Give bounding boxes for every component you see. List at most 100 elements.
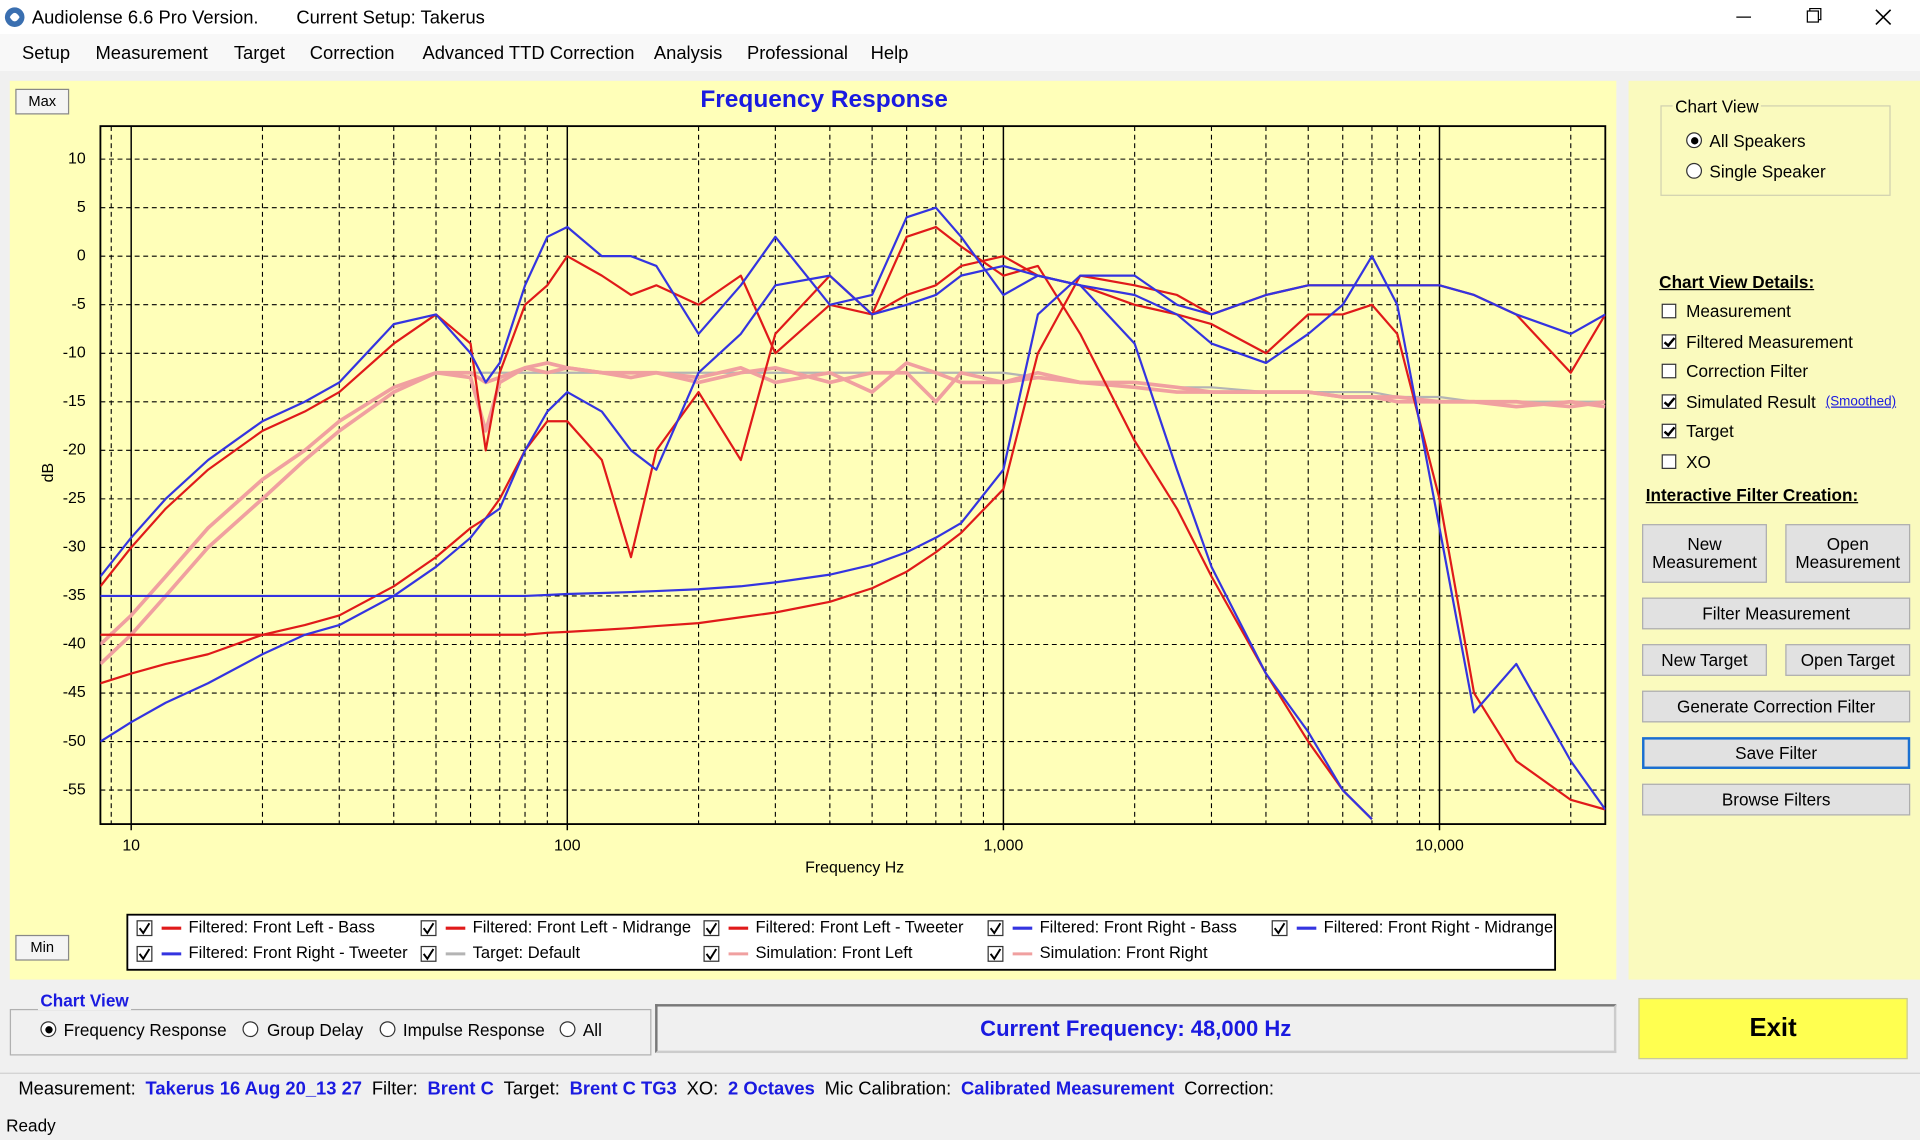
status-value: Takerus 16 Aug 20_13 27 [145,1078,363,1100]
radio[interactable] [379,1021,396,1038]
chart-view-group [1660,105,1891,196]
setup-title: Current Setup: Takerus [296,7,485,29]
button[interactable]: Browse Filters [1642,783,1911,816]
legend-checkbox[interactable] [136,945,153,962]
radio-label[interactable]: Frequency Response [63,1020,227,1040]
button[interactable]: Open Measurement [1785,524,1911,583]
series-line [100,206,1373,820]
radio-label[interactable]: All [582,1020,602,1040]
legend-checkbox[interactable] [420,920,437,937]
status-label: XO: [686,1078,719,1100]
status-label: Measurement: [18,1078,136,1100]
legend-checkbox[interactable] [420,945,437,962]
legend-check [989,922,1002,935]
checkbox-label[interactable]: Filtered Measurement [1686,331,1853,351]
y-tick-label: -45 [63,684,86,701]
y-tick-label: 10 [68,150,86,167]
separator [0,1072,1920,1074]
max-button[interactable] [15,88,70,115]
checkbox-label[interactable]: Target [1686,421,1734,442]
legend-label: Simulation: Front Right [1040,943,1208,962]
y-tick-label: 5 [77,199,86,216]
menu-item[interactable]: Advanced TTD Correction [422,42,635,64]
chart: Frequency Response Frequency Hz dB Max M… [9,80,1617,980]
max-label[interactable]: Max [28,94,56,110]
y-tick-label: -20 [63,442,86,459]
legend-label: Filtered: Front Left - Midrange [473,918,691,937]
window-controls[interactable] [1714,0,1920,34]
checkbox-label[interactable]: Simulated Result [1686,391,1816,412]
menu-item[interactable]: Measurement [95,42,208,64]
legend-check [422,922,435,935]
button[interactable]: New Target [1642,644,1767,676]
plot-border [99,125,1607,826]
menu-item[interactable]: Target [233,42,285,64]
x-tick-label: 100 [554,837,581,854]
legend-checkbox[interactable] [987,945,1004,962]
checkbox[interactable] [1661,424,1677,439]
status-value: 2 Octaves [728,1078,815,1100]
min-label[interactable]: Min [30,940,54,956]
radio-label[interactable]: Group Delay [266,1020,364,1040]
menu-item[interactable]: Correction [309,42,395,64]
radio[interactable] [1686,132,1703,149]
legend-label: Filtered: Front Right - Midrange [1324,918,1553,937]
exit-button[interactable]: Exit [1638,997,1908,1060]
checkbox[interactable] [1661,333,1677,349]
min-button[interactable] [15,934,70,961]
menu-item[interactable]: Professional [746,42,849,64]
status-label: Correction: [1184,1078,1274,1100]
checkbox-label[interactable]: Measurement [1686,301,1791,321]
menu-item[interactable]: Help [870,42,909,64]
status-state: Ready [6,1115,56,1136]
series-line [100,225,1373,820]
checkbox[interactable] [1661,363,1677,379]
radio-label[interactable]: Impulse Response [402,1020,545,1040]
current-frequency: Current Frequency: 48,000 Hz [655,1004,1617,1054]
radio[interactable] [242,1021,259,1038]
button[interactable]: Generate Correction Filter [1642,690,1911,723]
app-icon [4,7,25,27]
x-tick-label: 10 [122,837,140,854]
checkbox[interactable] [1661,454,1677,469]
title-bar [0,0,1920,35]
radio[interactable] [559,1021,576,1038]
button[interactable]: Open Target [1785,644,1911,676]
legend-label: Target: Default [473,943,581,962]
legend-checkbox[interactable] [703,920,720,937]
button[interactable]: New Measurement [1642,524,1767,583]
menu-item[interactable]: Analysis [653,42,723,64]
y-tick-label: -10 [63,344,86,361]
checkbox[interactable] [1661,394,1677,409]
y-tick-label: -15 [63,393,86,410]
checkbox-label[interactable]: XO [1686,451,1711,472]
y-tick-label: -55 [63,781,86,798]
radio-label[interactable]: All Speakers [1709,131,1806,151]
legend-label: Filtered: Front Right - Bass [1040,918,1237,937]
button[interactable]: Filter Measurement [1642,597,1911,630]
legend-check [138,948,151,961]
legend-check [705,948,718,961]
status-value: Brent C [427,1078,494,1100]
group-title: Chart View [37,990,132,1011]
legend-checkbox[interactable] [987,920,1004,937]
legend-checkbox[interactable] [1271,920,1288,937]
legend-label: Simulation: Front Left [756,943,913,962]
y-tick-label: -25 [63,490,86,507]
y-axis-label: dB [40,463,57,482]
series-line [100,361,1606,646]
series-line [100,255,1606,811]
legend-label: Filtered: Front Left - Tweeter [756,918,965,937]
checkbox-label[interactable]: Correction Filter [1686,361,1809,382]
checkbox[interactable] [1661,303,1677,319]
section-title: Chart View Details: [1659,271,1815,292]
legend-checkbox[interactable] [136,920,153,937]
smoothed-link[interactable]: (Smoothed) [1825,394,1897,409]
radio[interactable] [40,1021,57,1038]
legend-checkbox[interactable] [703,945,720,962]
radio[interactable] [1686,162,1703,179]
legend-label: Filtered: Front Left - Bass [189,918,375,937]
button[interactable]: Save Filter [1642,737,1911,769]
menu-item[interactable]: Setup [22,42,71,64]
radio-label[interactable]: Single Speaker [1709,161,1826,182]
